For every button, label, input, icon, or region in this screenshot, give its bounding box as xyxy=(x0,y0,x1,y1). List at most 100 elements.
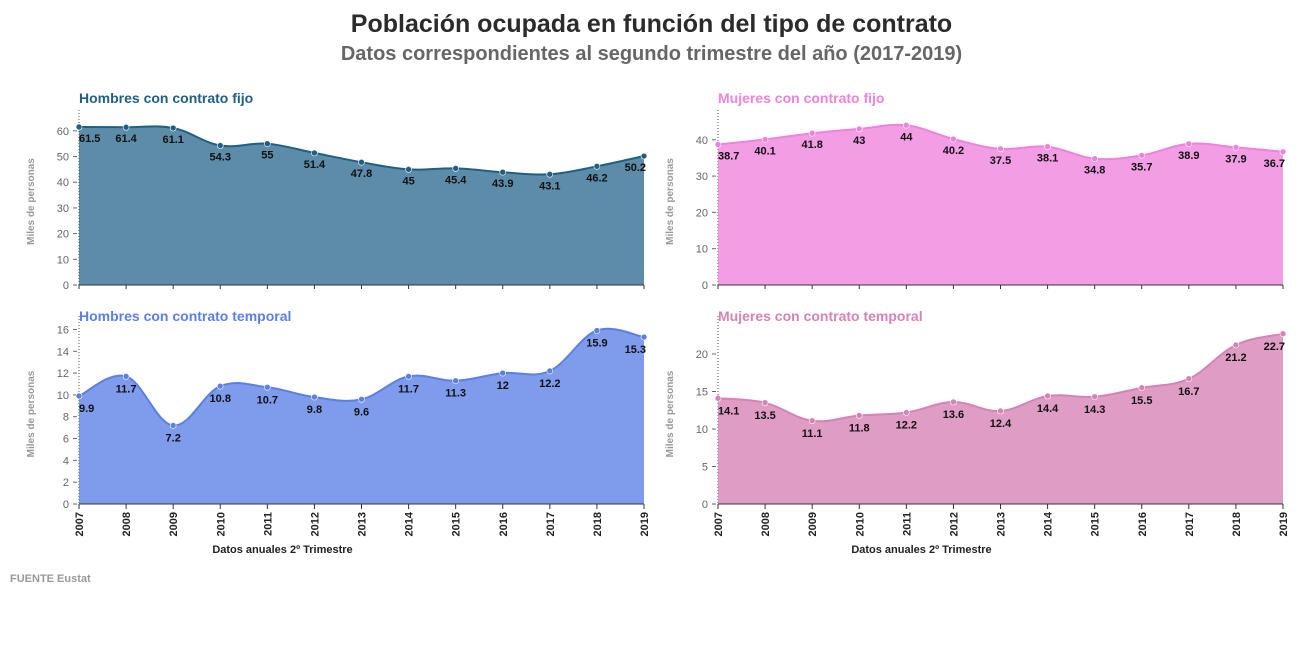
y-tick-label: 4 xyxy=(63,455,69,467)
data-label: 54.3 xyxy=(210,151,231,163)
data-point xyxy=(855,412,863,419)
data-point xyxy=(808,129,816,137)
y-tick-label: 10 xyxy=(57,390,69,402)
chart-title: Mujeres con contrato temporal xyxy=(718,308,923,324)
x-tick-label: 2013 xyxy=(357,512,369,536)
x-tick-label: 2012 xyxy=(309,512,321,536)
data-point xyxy=(855,125,863,133)
data-label: 47.8 xyxy=(351,168,372,180)
y-tick-label: 14 xyxy=(57,346,69,358)
data-point xyxy=(122,123,130,131)
x-tick-label: 2012 xyxy=(948,512,960,536)
data-point xyxy=(640,333,648,341)
data-label: 51.4 xyxy=(304,159,326,171)
data-label: 61.4 xyxy=(115,133,137,145)
data-point xyxy=(1279,148,1287,156)
chart-title: Hombres con contrato fijo xyxy=(79,90,253,106)
data-point xyxy=(499,369,507,377)
y-tick-label: 30 xyxy=(696,171,708,183)
chart-hombres-fijo: Hombres con contrato fijo Miles de person… xyxy=(26,90,648,292)
data-point xyxy=(1232,341,1240,349)
chart-header: Población ocupada en función del tipo de… xyxy=(0,8,1303,68)
data-point xyxy=(405,373,412,380)
y-tick-label: 15 xyxy=(696,387,708,399)
x-tick-label: 2016 xyxy=(498,512,510,536)
data-point xyxy=(1232,144,1240,151)
y-tick-label: 0 xyxy=(63,499,69,511)
data-label: 45.4 xyxy=(445,174,467,186)
y-tick-label: 20 xyxy=(696,207,708,219)
data-label: 14.4 xyxy=(1037,403,1059,415)
data-label: 38.1 xyxy=(1037,153,1058,165)
data-label: 11.3 xyxy=(445,388,466,400)
source-note: FUENTE Eustat xyxy=(10,573,91,585)
data-point xyxy=(808,417,816,425)
data-point xyxy=(311,149,318,157)
y-tick-label: 40 xyxy=(696,135,708,147)
x-tick-label: 2008 xyxy=(121,512,133,536)
x-tick-label: 2011 xyxy=(262,512,274,536)
data-point xyxy=(1044,143,1051,150)
data-label: 41.8 xyxy=(801,139,822,151)
x-tick-label: 2015 xyxy=(1090,512,1102,536)
data-label: 38.7 xyxy=(718,151,739,163)
data-point xyxy=(452,165,459,172)
y-axis-title: Miles de personas xyxy=(26,370,37,457)
data-label: 13.5 xyxy=(754,410,775,422)
data-point xyxy=(903,409,910,416)
data-point xyxy=(264,383,271,391)
y-tick-label: 10 xyxy=(696,244,708,256)
data-label: 15.3 xyxy=(625,344,646,356)
data-label: 22.7 xyxy=(1264,341,1285,353)
y-tick-label: 10 xyxy=(57,254,69,266)
data-point xyxy=(122,373,130,380)
area-fill xyxy=(718,124,1283,286)
page-title: Población ocupada en función del tipo de… xyxy=(350,10,953,38)
data-point xyxy=(950,135,957,143)
data-point xyxy=(1091,155,1098,162)
y-axis-title: Miles de personas xyxy=(26,158,37,245)
data-label: 11.7 xyxy=(116,383,137,395)
data-label: 38.9 xyxy=(1178,150,1199,162)
data-point xyxy=(997,145,1004,153)
data-point xyxy=(405,166,412,173)
data-point xyxy=(75,392,83,400)
data-label: 11.1 xyxy=(802,428,823,440)
data-point xyxy=(903,121,910,129)
data-label: 12.2 xyxy=(539,378,560,390)
x-tick-label: 2019 xyxy=(639,512,651,536)
data-point xyxy=(1279,330,1287,338)
page-subtitle: Datos correspondientes al segundo trimes… xyxy=(340,43,963,65)
x-tick-label: 2008 xyxy=(760,512,772,536)
data-label: 21.2 xyxy=(1225,352,1246,364)
x-tick-label: 2014 xyxy=(404,511,416,536)
data-label: 15.5 xyxy=(1131,395,1152,407)
data-label: 10.7 xyxy=(257,394,278,406)
data-point xyxy=(546,170,554,178)
y-tick-label: 12 xyxy=(57,368,69,380)
data-point xyxy=(1138,384,1146,392)
area-fill xyxy=(79,126,644,285)
data-point xyxy=(358,395,365,403)
data-label: 34.8 xyxy=(1084,165,1105,177)
chart-mujeres-fijo: Mujeres con contrato fijo Miles de person… xyxy=(665,90,1287,292)
x-tick-label: 2009 xyxy=(807,512,819,536)
x-tick-label: 2013 xyxy=(996,512,1008,536)
data-label: 12.2 xyxy=(896,420,917,432)
x-tick-label: 2010 xyxy=(854,512,866,536)
data-point xyxy=(1185,375,1193,383)
data-point xyxy=(169,422,177,429)
data-point xyxy=(75,123,83,131)
data-label: 55 xyxy=(261,150,273,162)
data-label: 14.3 xyxy=(1084,404,1105,416)
data-point xyxy=(761,399,769,407)
data-point xyxy=(640,152,648,160)
data-label: 45 xyxy=(402,175,414,187)
data-point xyxy=(311,393,318,401)
data-label: 12 xyxy=(497,380,509,392)
x-tick-label: 2007 xyxy=(74,512,86,536)
data-label: 9.6 xyxy=(354,406,369,418)
data-point xyxy=(950,398,957,406)
y-tick-label: 6 xyxy=(63,434,69,446)
